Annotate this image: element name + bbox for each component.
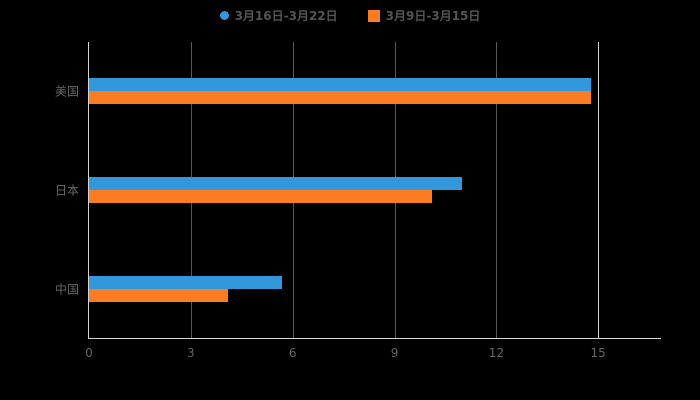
legend-marker-square-icon	[367, 9, 380, 22]
y-axis-category-label: 中国	[54, 282, 79, 297]
bar-series1-cat2[interactable]	[89, 288, 229, 302]
y-axis-category-label: 美国	[54, 84, 79, 99]
gridline	[598, 42, 600, 338]
legend-label: 3月9日-3月15日	[385, 9, 481, 23]
gridline	[496, 42, 498, 338]
plot-area: 0 3 6 9 12 15 美国日本中国	[55, 42, 661, 360]
x-axis-tick-label: 6	[288, 346, 297, 360]
bar-series1-cat1[interactable]	[89, 190, 432, 203]
x-axis-tick-label: 3	[187, 346, 195, 360]
x-axis-tick-label: 15	[590, 346, 606, 360]
bar-series0-cat2[interactable]	[89, 275, 283, 289]
legend: 3月16日-3月22日 3月9日-3月15日	[0, 7, 700, 24]
x-axis-tick-label: 12	[488, 346, 504, 360]
x-axis-tick-label: 9	[390, 346, 399, 360]
bar-series0-cat1[interactable]	[89, 177, 463, 190]
legend-item[interactable]: 3月9日-3月15日	[367, 7, 481, 24]
bar-series0-cat0[interactable]	[89, 78, 592, 92]
x-axis-tick-label: 0	[85, 346, 93, 360]
y-axis-category-label: 日本	[54, 183, 79, 198]
legend-marker-circle-icon	[219, 11, 229, 20]
legend-label: 3月16日-3月22日	[234, 9, 338, 23]
bar-series1-cat0[interactable]	[89, 91, 592, 105]
legend-item[interactable]: 3月16日-3月22日	[219, 7, 338, 24]
